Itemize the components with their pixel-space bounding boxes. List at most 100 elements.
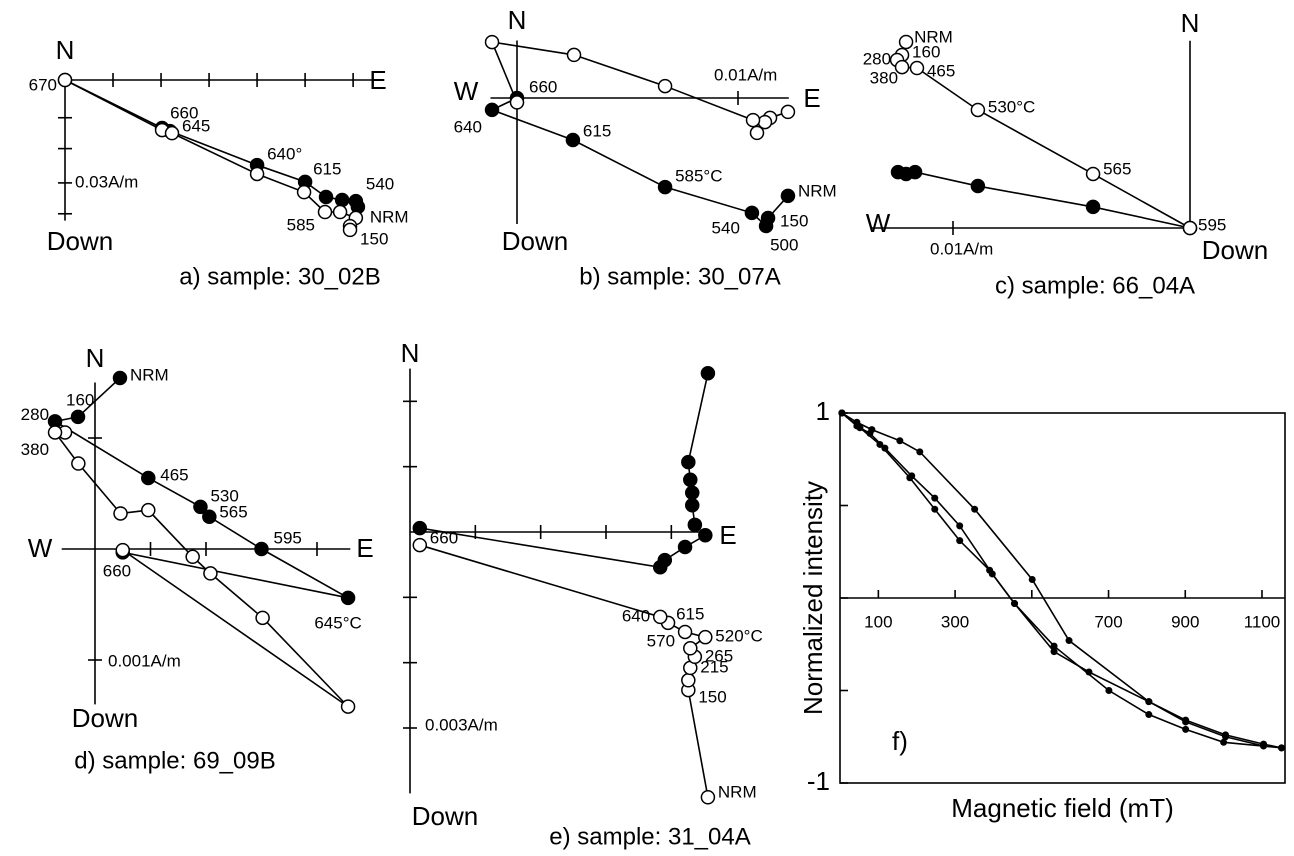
step-label: 640 <box>454 117 482 136</box>
west-label: W <box>866 208 891 238</box>
caption: b) sample: 30_07A <box>579 263 780 290</box>
north-label: N <box>56 35 75 65</box>
vertical-point <box>203 566 218 581</box>
vertical-point <box>412 537 428 553</box>
horizontal-point <box>141 470 156 486</box>
curve-point <box>931 494 939 502</box>
vertical-point <box>566 47 582 63</box>
step-label: 615 <box>583 121 611 140</box>
x-tick-label: 700 <box>1094 612 1122 631</box>
vertical-point <box>296 184 312 200</box>
caption: c) sample: 66_04A <box>995 272 1195 299</box>
vertical-point <box>894 59 910 75</box>
step-label: 615 <box>676 604 704 623</box>
vertical-point <box>164 125 180 141</box>
vertical-point <box>909 60 925 76</box>
curve-point <box>856 424 864 432</box>
horizontal-point <box>681 454 696 470</box>
curve <box>841 412 1282 749</box>
vertical-point <box>657 78 673 94</box>
vertical-point <box>700 790 716 805</box>
curve-point <box>838 409 846 417</box>
scale-label: 0.01A/m <box>714 65 777 84</box>
down-label: Down <box>502 226 568 256</box>
step-label: NRM <box>798 181 837 200</box>
step-label: 645°C <box>314 613 361 632</box>
north-label: N <box>401 338 420 368</box>
down-label: Down <box>47 226 113 256</box>
vertical-point <box>249 166 265 182</box>
horizontal-point <box>1085 199 1101 215</box>
horizontal-point <box>340 590 356 606</box>
step-label: 380 <box>870 69 898 88</box>
step-label: 565 <box>219 502 247 521</box>
step-label: 540 <box>712 218 740 237</box>
step-label: 645 <box>182 117 210 136</box>
step-label: 595 <box>274 528 302 547</box>
panel-label: f) <box>892 726 908 756</box>
vertical-point <box>342 222 358 238</box>
curve-point <box>1222 733 1230 741</box>
vertical-point <box>509 95 525 110</box>
curve-point <box>1278 744 1286 752</box>
projection-line <box>64 79 358 230</box>
curve-point <box>1182 718 1190 726</box>
horizontal-point <box>193 499 208 515</box>
horizontal-point <box>484 102 500 118</box>
vertical-point <box>113 506 128 521</box>
curve-point <box>896 437 904 445</box>
step-label: 660 <box>529 77 557 96</box>
curve-point <box>1028 576 1036 583</box>
vertical-point <box>1085 166 1101 182</box>
x-tick-label: 300 <box>941 612 969 631</box>
horizontal-point <box>412 520 428 536</box>
vertical-point <box>141 502 156 518</box>
step-label: 150 <box>698 688 726 707</box>
east-label: E <box>369 65 386 95</box>
step-label: 160 <box>66 390 94 409</box>
north-label: N <box>86 343 105 373</box>
x-axis-label: Magnetic field (mT) <box>951 793 1174 823</box>
step-label: 640 <box>622 606 650 625</box>
horizontal-point <box>565 132 581 148</box>
east-label: E <box>719 520 736 550</box>
horizontal-point <box>657 179 673 195</box>
north-label: N <box>508 5 527 35</box>
horizontal-point <box>684 485 700 501</box>
curve-point <box>1050 648 1058 656</box>
horizontal-point <box>700 365 716 381</box>
curve-point <box>931 505 939 513</box>
step-label: NRM <box>718 783 757 802</box>
vertical-point <box>47 425 63 440</box>
curve-point <box>956 537 964 545</box>
vertical-point <box>652 609 668 625</box>
curve <box>841 412 1282 749</box>
vertical-point <box>115 542 130 558</box>
down-label: Down <box>412 801 478 831</box>
step-label: 615 <box>313 159 341 178</box>
horizontal-point <box>112 370 128 386</box>
horizontal-point <box>744 205 760 221</box>
x-tick-label: 1100 <box>1244 612 1281 631</box>
horizontal-point <box>677 539 693 555</box>
scale-label: 0.01A/m <box>930 239 993 258</box>
step-label: 585°C <box>675 167 722 186</box>
north-label: N <box>1181 8 1200 38</box>
curve-point <box>1050 642 1058 650</box>
step-label: 520°C <box>715 627 762 646</box>
vertical-point <box>484 34 500 50</box>
horizontal-point <box>683 472 698 487</box>
curve-point <box>1085 668 1093 676</box>
step-label: 380 <box>21 440 49 459</box>
step-label: 530°C <box>988 97 1035 116</box>
step-label: 215 <box>700 657 728 676</box>
curve-point <box>986 566 994 574</box>
vertical-point <box>745 112 761 128</box>
down-label: Down <box>72 703 138 733</box>
step-label: 660 <box>103 562 131 581</box>
horizontal-point <box>254 541 269 557</box>
projection-line <box>897 171 1191 229</box>
curve <box>841 412 1264 747</box>
horizontal-point <box>70 409 86 425</box>
